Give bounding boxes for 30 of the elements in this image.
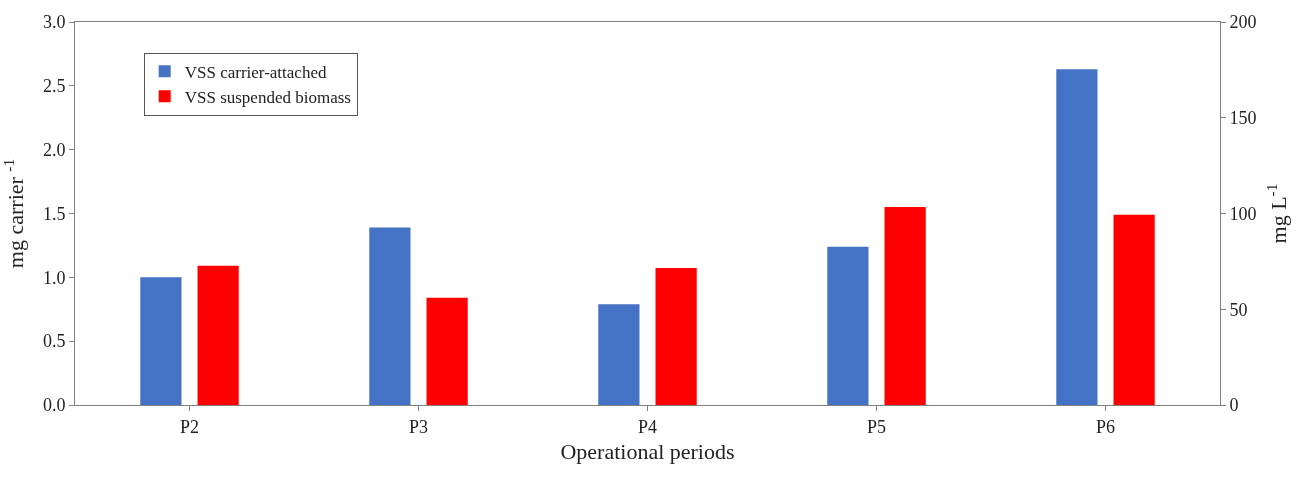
y-tick-label: 0.5 <box>42 331 66 352</box>
x-tick-label: P4 <box>637 416 658 437</box>
bar <box>598 304 640 405</box>
y-tick-label: 1.0 <box>42 267 66 288</box>
x-axis-title: Operational periods <box>560 439 735 465</box>
legend-label: VSS carrier-attached <box>184 62 327 82</box>
y-tick-label: 1.5 <box>42 203 66 224</box>
bar <box>1056 69 1098 405</box>
x-tick-label: P3 <box>408 416 429 437</box>
x-tick-label: P2 <box>179 416 200 437</box>
y2-tick-label: 50 <box>1229 299 1248 320</box>
bar <box>197 265 239 405</box>
y-tick-label: 2.0 <box>42 139 66 160</box>
y-tick-label: 0.0 <box>42 395 66 416</box>
x-tick-label: P5 <box>866 416 887 437</box>
x-tick-label: P6 <box>1095 416 1116 437</box>
y2-tick-label: 0 <box>1229 395 1239 416</box>
bar <box>1113 214 1155 405</box>
y-tick-label: 3.0 <box>42 12 66 33</box>
y2-tick-label: 200 <box>1229 12 1257 33</box>
y2-tick-label: 100 <box>1229 203 1257 224</box>
y2-tick-label: 150 <box>1229 108 1257 129</box>
bar <box>426 297 468 405</box>
bar <box>369 227 411 405</box>
bar <box>140 277 182 405</box>
bar <box>827 246 869 405</box>
y-tick-label: 2.5 <box>42 76 66 97</box>
bar <box>884 206 926 405</box>
legend-label: VSS suspended biomass <box>184 87 351 107</box>
bar <box>655 268 697 405</box>
